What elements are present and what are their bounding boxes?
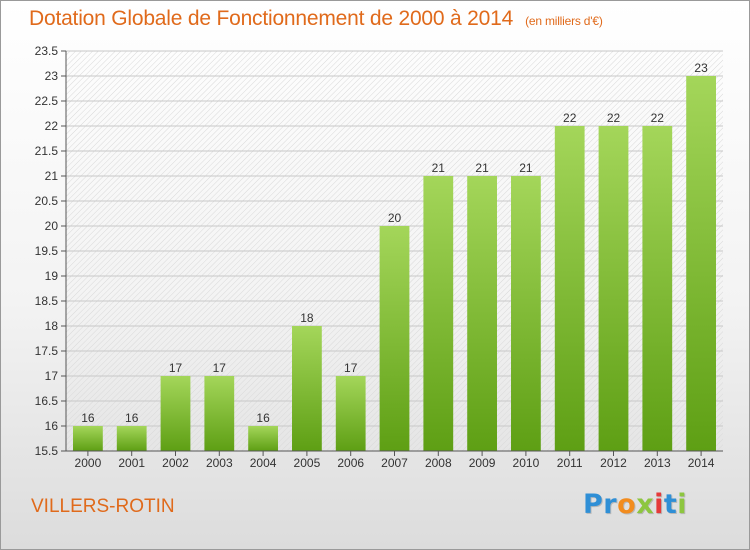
- x-tick-label: 2005: [294, 456, 321, 470]
- logo-letter: P: [583, 489, 604, 520]
- x-tick-label: 2002: [162, 456, 189, 470]
- y-tick-label: 20.5: [35, 194, 59, 208]
- data-label: 20: [388, 211, 402, 225]
- x-tick-label: 2011: [557, 456, 583, 470]
- x-tick-label: 2012: [600, 456, 627, 470]
- y-tick-label: 16: [45, 419, 59, 433]
- data-label: 22: [563, 111, 577, 125]
- data-label: 18: [300, 311, 314, 325]
- logo-letter: i: [654, 489, 664, 520]
- chart-title: Dotation Globale de Fonctionnement de 20…: [29, 7, 603, 31]
- x-tick-label: 2001: [118, 456, 145, 470]
- logo-letter: t: [663, 489, 678, 520]
- logo-letter: x: [636, 489, 655, 520]
- bar-2010: [511, 176, 541, 451]
- data-label: 16: [125, 411, 139, 425]
- y-tick-label: 17.5: [35, 344, 59, 358]
- data-label: 21: [519, 161, 533, 175]
- bar-2012: [598, 126, 629, 451]
- bar-2007: [379, 226, 410, 451]
- y-tick-label: 19: [45, 269, 59, 283]
- bar-2013: [642, 126, 673, 451]
- y-tick-label: 20: [45, 219, 59, 233]
- y-tick-label: 23.5: [35, 44, 59, 58]
- y-tick-label: 21.5: [35, 144, 59, 158]
- y-tick-label: 15.5: [35, 444, 59, 458]
- x-axis: 2000 2001 2002 2003 2004 2005 2006 2007 2008 2009…: [66, 450, 723, 470]
- bar-2006: [335, 376, 366, 451]
- bar-2009: [467, 176, 497, 451]
- y-tick-label: 18: [45, 319, 59, 333]
- y-tick-label: 17: [45, 369, 59, 383]
- data-label: 16: [256, 411, 270, 425]
- y-tick-label: 19.5: [35, 244, 59, 258]
- data-label: 22: [651, 111, 665, 125]
- x-tick-label: 2003: [206, 456, 233, 470]
- data-labels: 16 16 17 17 16 18 17 20 21 21 21 22 22 22 23: [81, 61, 708, 425]
- y-axis: 15.5 16 16.5 17 17.5 18 18.5 19 19.5 20 20.5 21 21.5…: [35, 44, 67, 458]
- proxiti-logo[interactable]: Proxiti: [583, 489, 687, 520]
- data-label: 21: [432, 161, 446, 175]
- y-tick-label: 21: [45, 169, 59, 183]
- bar-2011: [554, 126, 585, 451]
- x-tick-label: 2000: [75, 456, 102, 470]
- commune-name: VILLERS-ROTIN: [31, 496, 175, 517]
- bar-2005: [292, 326, 322, 451]
- logo-letter: i: [677, 489, 688, 520]
- data-label: 22: [607, 111, 621, 125]
- bar-2014: [686, 76, 716, 451]
- title-unit: (en milliers d'€): [525, 14, 603, 28]
- y-tick-label: 22.5: [35, 94, 59, 108]
- data-label: 17: [169, 361, 183, 375]
- x-tick-label: 2007: [381, 456, 408, 470]
- bar-2008: [423, 176, 454, 451]
- logo-letter: r: [603, 489, 618, 520]
- x-tick-label: 2009: [469, 456, 496, 470]
- data-label: 16: [81, 411, 95, 425]
- x-tick-label: 2006: [337, 456, 364, 470]
- x-tick-label: 2013: [644, 456, 671, 470]
- title-text: Dotation Globale de Fonctionnement de 20…: [29, 7, 514, 30]
- bar-2003: [204, 376, 235, 451]
- logo-letter: o: [617, 489, 637, 520]
- x-tick-label: 2014: [688, 456, 715, 470]
- bars: [73, 76, 716, 451]
- data-label: 17: [344, 361, 358, 375]
- data-label: 21: [475, 161, 489, 175]
- y-tick-label: 23: [45, 69, 59, 83]
- bar-2001: [116, 426, 147, 451]
- y-tick-label: 22: [45, 119, 59, 133]
- y-tick-label: 16.5: [35, 394, 59, 408]
- bar-2002: [160, 376, 191, 451]
- data-label: 17: [213, 361, 227, 375]
- bar-2004: [248, 426, 278, 451]
- data-label: 23: [694, 61, 708, 75]
- y-tick-label: 18.5: [35, 294, 59, 308]
- bar-2000: [73, 426, 103, 451]
- x-tick-label: 2010: [513, 456, 540, 470]
- x-tick-label: 2008: [425, 456, 452, 470]
- x-tick-label: 2004: [250, 456, 277, 470]
